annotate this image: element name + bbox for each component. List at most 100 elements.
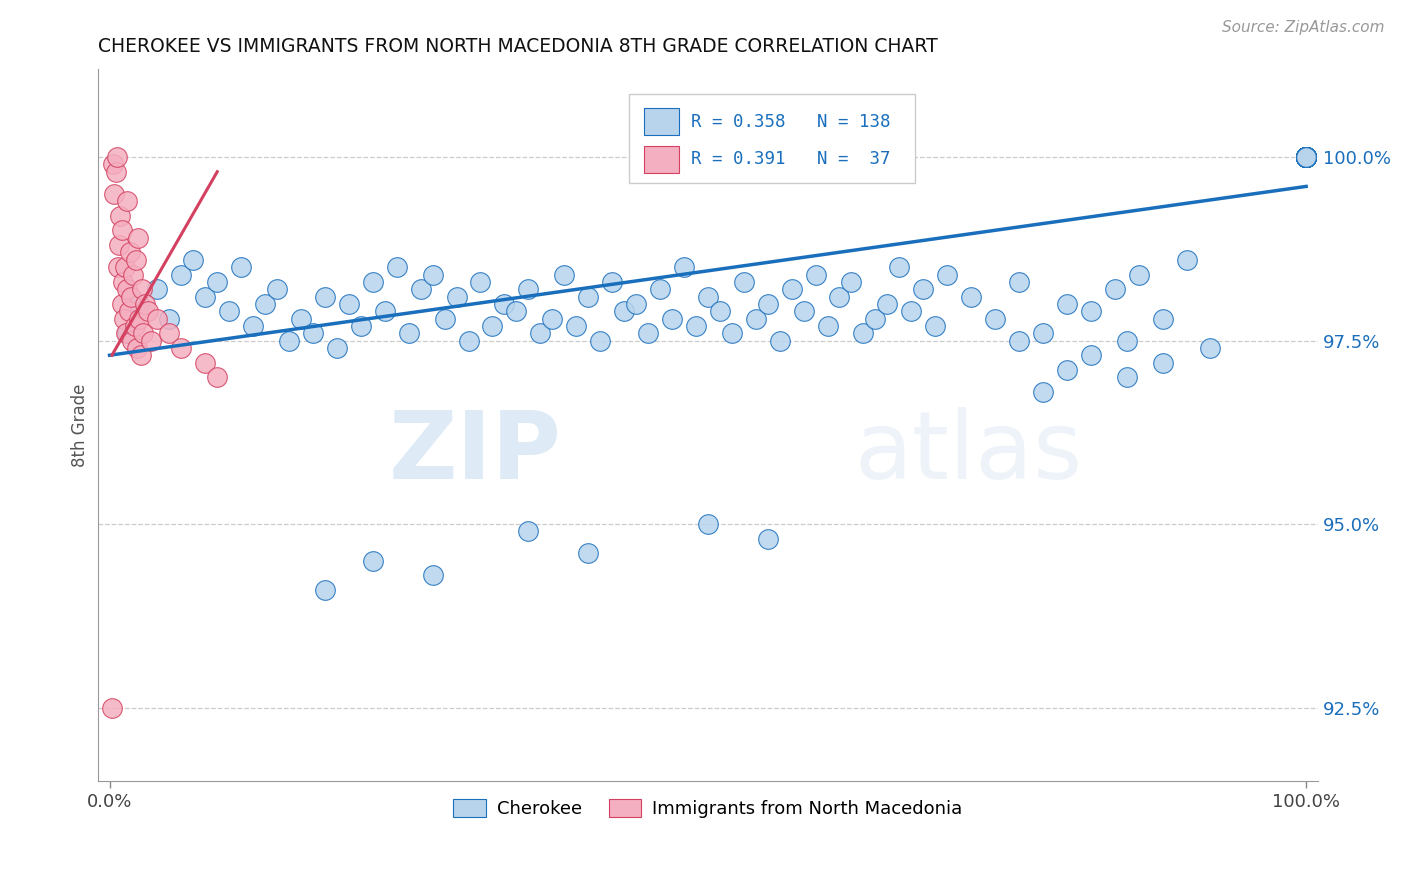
- Point: [117, 194, 139, 208]
- Point: [121, 334, 143, 348]
- Point: [589, 334, 612, 348]
- Point: [696, 289, 718, 303]
- Point: [852, 326, 875, 341]
- Point: [141, 334, 163, 348]
- Text: R = 0.391   N =  37: R = 0.391 N = 37: [690, 150, 890, 169]
- Point: [207, 370, 229, 384]
- Point: [125, 252, 148, 267]
- Point: [337, 297, 360, 311]
- Point: [1295, 150, 1317, 164]
- Point: [1295, 150, 1317, 164]
- Point: [194, 355, 217, 369]
- Point: [118, 245, 141, 260]
- Point: [769, 334, 792, 348]
- Text: R = 0.358   N = 138: R = 0.358 N = 138: [690, 112, 890, 130]
- Point: [1152, 355, 1174, 369]
- Point: [1295, 150, 1317, 164]
- Point: [984, 311, 1007, 326]
- Point: [876, 297, 898, 311]
- Point: [1295, 150, 1317, 164]
- Point: [1008, 275, 1031, 289]
- Point: [105, 150, 128, 164]
- Point: [1104, 282, 1126, 296]
- Point: [132, 326, 155, 341]
- Point: [433, 311, 456, 326]
- Point: [314, 583, 336, 598]
- Point: [242, 318, 264, 333]
- Point: [422, 568, 444, 582]
- Point: [1080, 304, 1102, 318]
- Point: [101, 157, 124, 171]
- Point: [361, 275, 384, 289]
- Point: [517, 282, 540, 296]
- Point: [1295, 150, 1317, 164]
- Point: [1295, 150, 1317, 164]
- Point: [409, 282, 432, 296]
- Point: [1295, 150, 1317, 164]
- Point: [672, 260, 695, 275]
- Point: [350, 318, 373, 333]
- Point: [218, 304, 240, 318]
- Point: [170, 341, 193, 355]
- Point: [912, 282, 935, 296]
- Point: [1295, 150, 1317, 164]
- Point: [1295, 150, 1317, 164]
- Point: [1295, 150, 1317, 164]
- Point: [505, 304, 527, 318]
- Point: [136, 304, 159, 318]
- Point: [960, 289, 983, 303]
- Point: [1295, 150, 1317, 164]
- Point: [889, 260, 911, 275]
- Point: [110, 209, 132, 223]
- Point: [302, 326, 325, 341]
- Point: [1295, 150, 1317, 164]
- Point: [865, 311, 887, 326]
- Point: [804, 268, 827, 282]
- Point: [290, 311, 312, 326]
- Point: [170, 268, 193, 282]
- Point: [541, 311, 564, 326]
- Point: [1295, 150, 1317, 164]
- Point: [720, 326, 742, 341]
- Point: [1295, 150, 1317, 164]
- Point: [1295, 150, 1317, 164]
- FancyBboxPatch shape: [644, 145, 679, 173]
- Point: [1295, 150, 1317, 164]
- Point: [828, 289, 851, 303]
- Point: [108, 238, 131, 252]
- Point: [1295, 150, 1317, 164]
- Point: [1295, 150, 1317, 164]
- Point: [129, 348, 152, 362]
- Point: [124, 318, 146, 333]
- Point: [1295, 150, 1317, 164]
- Point: [613, 304, 636, 318]
- Point: [361, 554, 384, 568]
- Point: [207, 275, 229, 289]
- Point: [1056, 363, 1078, 377]
- Point: [104, 165, 127, 179]
- Point: [600, 275, 623, 289]
- Point: [146, 311, 169, 326]
- Point: [661, 311, 683, 326]
- Text: CHEROKEE VS IMMIGRANTS FROM NORTH MACEDONIA 8TH GRADE CORRELATION CHART: CHEROKEE VS IMMIGRANTS FROM NORTH MACEDO…: [97, 37, 938, 56]
- Point: [756, 532, 779, 546]
- Point: [1295, 150, 1317, 164]
- Legend: Cherokee, Immigrants from North Macedonia: Cherokee, Immigrants from North Macedoni…: [446, 791, 970, 825]
- Point: [1295, 150, 1317, 164]
- Point: [117, 326, 139, 341]
- Point: [110, 297, 132, 311]
- Point: [1295, 150, 1317, 164]
- Point: [685, 318, 707, 333]
- Point: [576, 289, 599, 303]
- Point: [110, 223, 132, 237]
- Point: [457, 334, 479, 348]
- Y-axis label: 8th Grade: 8th Grade: [72, 384, 89, 467]
- Point: [624, 297, 647, 311]
- Point: [565, 318, 588, 333]
- Point: [744, 311, 766, 326]
- Point: [1199, 341, 1222, 355]
- Point: [1295, 150, 1317, 164]
- Point: [1295, 150, 1317, 164]
- Point: [1295, 150, 1317, 164]
- Point: [481, 318, 503, 333]
